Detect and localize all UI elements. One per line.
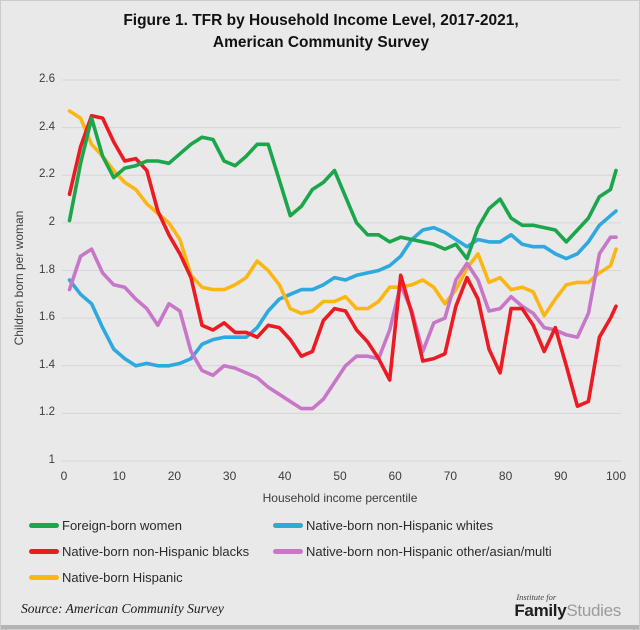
- series-line-3: [67, 209, 618, 368]
- source-note: Source: American Community Survey: [21, 601, 224, 616]
- series-line-0: [67, 116, 618, 261]
- legend-column-1: Foreign-born women Native-born non-Hispa…: [29, 512, 249, 590]
- legend-label: Native-born non-Hispanic whites: [306, 517, 494, 533]
- bottom-bar: [1, 625, 639, 629]
- series-line-4: [67, 235, 618, 411]
- y-tick-label: 2: [48, 215, 55, 228]
- plot-area: [62, 79, 621, 462]
- x-tick-label: 30: [222, 469, 237, 483]
- y-tick-label: 1.4: [39, 358, 55, 371]
- chart-title: Figure 1. TFR by Household Income Level,…: [1, 10, 639, 54]
- legend-label: Foreign-born women: [62, 517, 182, 533]
- legend-item-nb-other: Native-born non-Hispanic other/asian/mul…: [273, 538, 552, 564]
- ifs-logo-wordmark: FamilyStudies: [514, 601, 621, 620]
- legend-swatch-yellow: [29, 574, 59, 580]
- legend-item-nb-whites: Native-born non-Hispanic whites: [273, 512, 552, 538]
- legend-label: Native-born Hispanic: [62, 569, 183, 585]
- ifs-logo-tagline: Institute for: [516, 592, 557, 602]
- x-tick-label: 20: [167, 469, 182, 483]
- y-tick-label: 1.8: [39, 263, 55, 276]
- legend-item-nb-hispanic: Native-born Hispanic: [29, 564, 249, 590]
- legend-swatch-blue: [273, 522, 303, 528]
- series-line-2: [67, 109, 618, 318]
- x-tick-label: 90: [554, 469, 568, 483]
- x-tick-label: 50: [333, 469, 347, 483]
- x-tick-label: 70: [443, 469, 458, 483]
- y-axis-title: Children born per woman: [12, 210, 26, 346]
- x-tick-label: 40: [278, 469, 292, 483]
- x-tick-label: 60: [388, 469, 402, 483]
- y-tick-label: 1: [48, 454, 55, 466]
- legend-swatch-green: [29, 522, 59, 528]
- legend-swatch-purple: [273, 548, 303, 554]
- y-tick-label: 2.2: [39, 168, 55, 181]
- x-axis-title: Household income percentile: [262, 491, 418, 505]
- x-tick-label: 0: [60, 469, 68, 483]
- legend-item-foreign-born: Foreign-born women: [29, 512, 249, 538]
- y-tick-label: 2.4: [39, 120, 55, 133]
- legend-swatch-red: [29, 548, 59, 554]
- ifs-logo: Institute for FamilyStudies: [514, 592, 621, 621]
- y-tick-label: 2.6: [39, 73, 55, 85]
- legend-column-2: Native-born non-Hispanic whites Native-b…: [273, 512, 552, 564]
- chart-title-line1: Figure 1. TFR by Household Income Level,…: [123, 12, 519, 29]
- chart-title-line2: American Community Survey: [212, 34, 430, 51]
- legend-label: Native-born non-Hispanic other/asian/mul…: [306, 543, 552, 559]
- y-tick-label: 1.6: [39, 311, 55, 324]
- x-tick-label: 100: [605, 469, 627, 483]
- y-tick-label: 1.2: [39, 406, 55, 419]
- legend-item-nb-blacks: Native-born non-Hispanic blacks: [29, 538, 249, 564]
- x-tick-label: 80: [498, 469, 513, 483]
- series-line-1: [67, 113, 618, 409]
- legend-label: Native-born non-Hispanic blacks: [62, 543, 250, 559]
- x-tick-label: 10: [112, 469, 126, 483]
